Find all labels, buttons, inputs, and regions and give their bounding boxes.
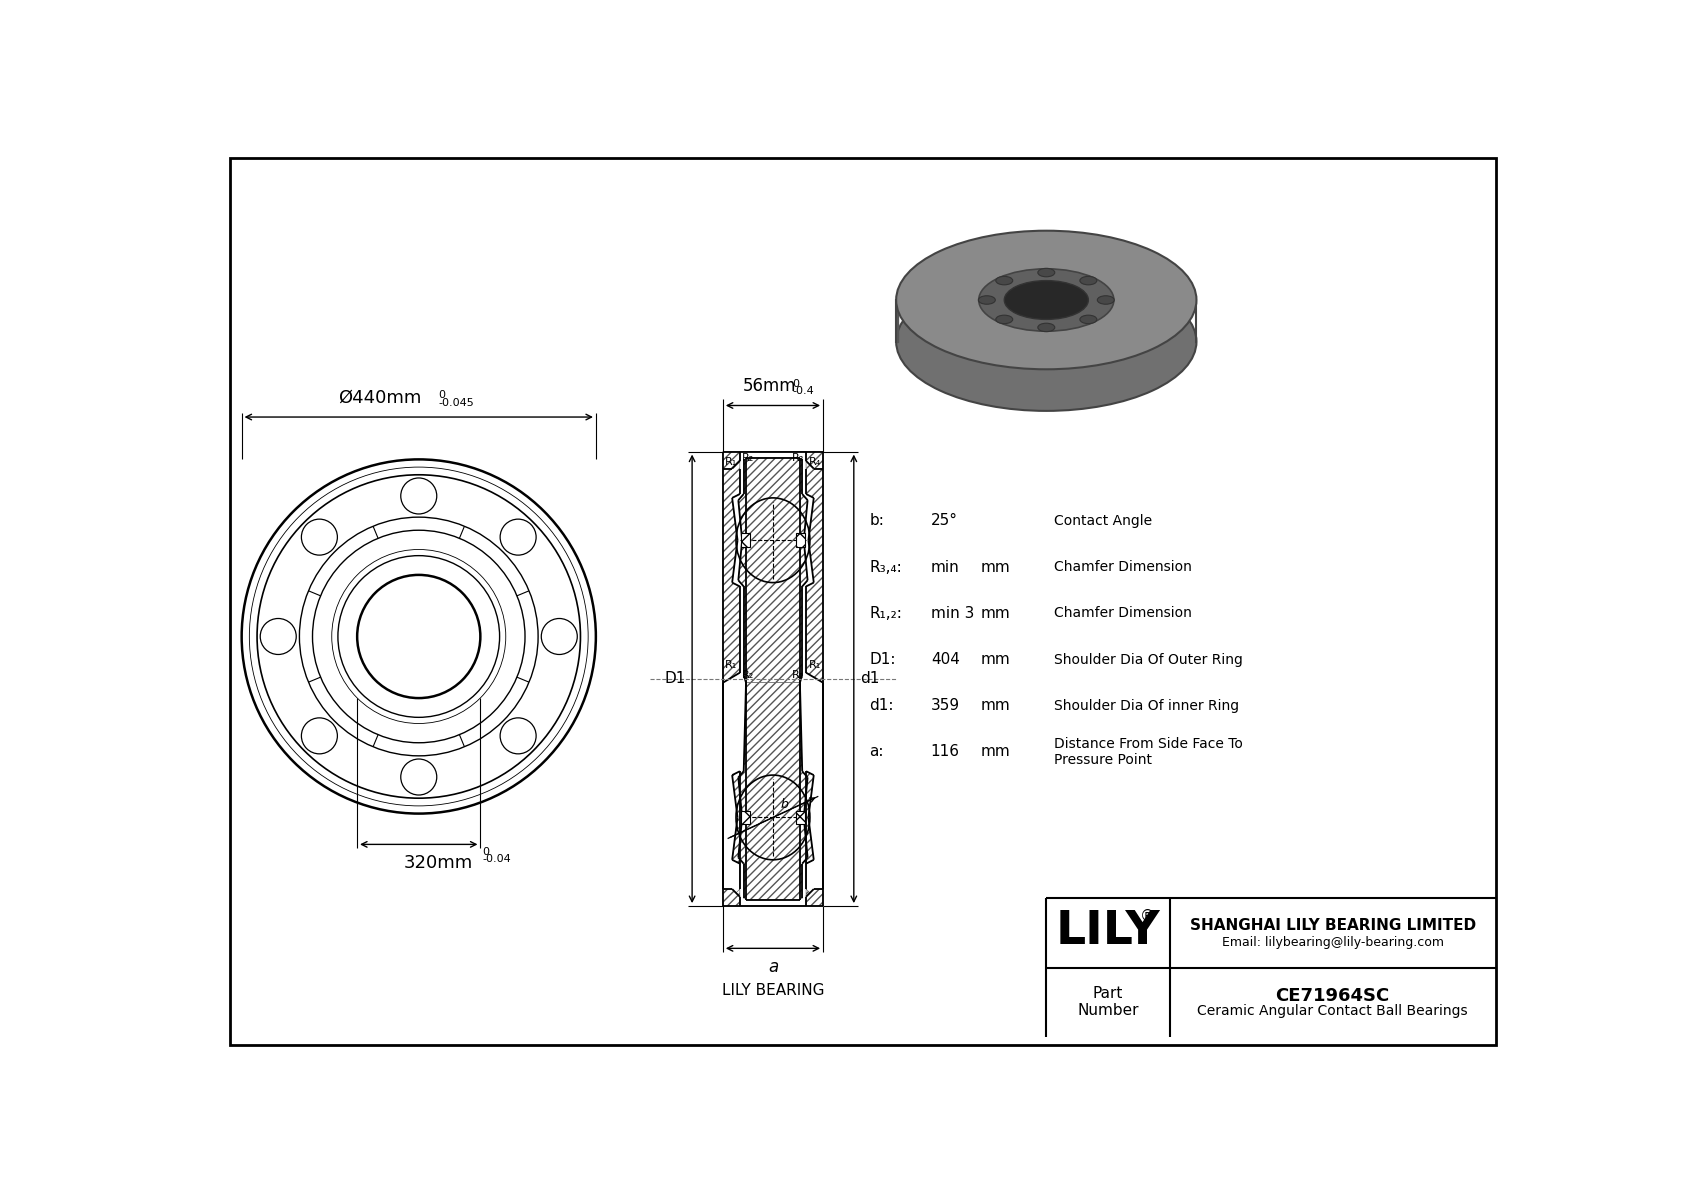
Text: R₃: R₃ xyxy=(791,454,805,463)
Text: CE71964SC: CE71964SC xyxy=(1275,987,1389,1005)
Text: D1:: D1: xyxy=(869,653,896,667)
Ellipse shape xyxy=(1004,281,1088,319)
Text: 359: 359 xyxy=(931,698,960,713)
Polygon shape xyxy=(722,451,823,468)
Ellipse shape xyxy=(1037,323,1054,331)
Text: a: a xyxy=(768,958,778,975)
Text: Distance From Side Face To
Pressure Point: Distance From Side Face To Pressure Poin… xyxy=(1054,737,1243,767)
Text: Email: lilybearing@lily-bearing.com: Email: lilybearing@lily-bearing.com xyxy=(1223,936,1443,949)
Polygon shape xyxy=(722,772,739,906)
Text: b:: b: xyxy=(869,513,884,529)
Ellipse shape xyxy=(995,276,1012,285)
Ellipse shape xyxy=(1098,295,1115,304)
Bar xyxy=(797,534,805,547)
Polygon shape xyxy=(722,888,823,906)
Text: -0.4: -0.4 xyxy=(791,386,813,397)
Ellipse shape xyxy=(896,273,1196,411)
Text: d1:: d1: xyxy=(869,698,894,713)
Text: Contact Angle: Contact Angle xyxy=(1054,515,1152,528)
Text: R₄: R₄ xyxy=(808,457,820,467)
Text: 0: 0 xyxy=(483,847,490,856)
Text: min: min xyxy=(931,560,960,575)
Text: min 3: min 3 xyxy=(931,606,973,621)
Text: 56mm: 56mm xyxy=(743,376,797,394)
Text: R₁,₂:: R₁,₂: xyxy=(869,606,903,621)
Text: d1: d1 xyxy=(861,672,879,686)
Text: 116: 116 xyxy=(931,744,960,760)
Text: Chamfer Dimension: Chamfer Dimension xyxy=(1054,560,1192,574)
Text: Ceramic Angular Contact Ball Bearings: Ceramic Angular Contact Ball Bearings xyxy=(1197,1004,1468,1018)
Text: 0: 0 xyxy=(791,379,800,388)
Text: R₂: R₂ xyxy=(741,454,754,463)
Polygon shape xyxy=(738,457,808,682)
Text: -0.045: -0.045 xyxy=(438,398,473,407)
Text: Part
Number: Part Number xyxy=(1078,986,1138,1018)
Text: R₁: R₁ xyxy=(724,660,736,671)
Text: LILY: LILY xyxy=(1056,909,1160,954)
Text: R₂: R₂ xyxy=(791,671,805,680)
Ellipse shape xyxy=(995,316,1012,324)
Text: a:: a: xyxy=(869,744,884,760)
Text: mm: mm xyxy=(980,653,1010,667)
Bar xyxy=(741,534,749,547)
Text: R₁: R₁ xyxy=(726,457,738,467)
Text: SHANGHAI LILY BEARING LIMITED: SHANGHAI LILY BEARING LIMITED xyxy=(1189,918,1475,933)
Text: R₃,₄:: R₃,₄: xyxy=(869,560,903,575)
Text: 320mm: 320mm xyxy=(404,854,473,872)
Text: Chamfer Dimension: Chamfer Dimension xyxy=(1054,606,1192,621)
Polygon shape xyxy=(807,451,823,682)
Bar xyxy=(741,811,749,824)
Ellipse shape xyxy=(1037,268,1054,276)
Text: ®: ® xyxy=(1140,909,1155,923)
Text: D1: D1 xyxy=(665,672,685,686)
Ellipse shape xyxy=(978,295,995,304)
Text: Shoulder Dia Of inner Ring: Shoulder Dia Of inner Ring xyxy=(1054,699,1239,712)
Text: R₂: R₂ xyxy=(741,671,754,680)
Polygon shape xyxy=(807,772,823,906)
Text: b: b xyxy=(781,798,788,811)
Text: LILY BEARING: LILY BEARING xyxy=(722,983,823,998)
Ellipse shape xyxy=(978,269,1113,331)
Text: -0.04: -0.04 xyxy=(483,854,512,865)
Ellipse shape xyxy=(1079,276,1096,285)
Text: Ø440mm: Ø440mm xyxy=(338,388,423,406)
Text: mm: mm xyxy=(980,606,1010,621)
Text: 404: 404 xyxy=(931,653,960,667)
Text: mm: mm xyxy=(980,744,1010,760)
Text: mm: mm xyxy=(980,560,1010,575)
Polygon shape xyxy=(738,682,808,900)
Text: 25°: 25° xyxy=(931,513,958,529)
Text: 0: 0 xyxy=(438,391,445,400)
Text: R₁: R₁ xyxy=(810,660,822,671)
Text: mm: mm xyxy=(980,698,1010,713)
Bar xyxy=(797,811,805,824)
Ellipse shape xyxy=(990,316,1101,367)
Ellipse shape xyxy=(1079,316,1096,324)
Polygon shape xyxy=(722,451,739,682)
Text: Shoulder Dia Of Outer Ring: Shoulder Dia Of Outer Ring xyxy=(1054,653,1243,667)
Ellipse shape xyxy=(896,231,1196,369)
